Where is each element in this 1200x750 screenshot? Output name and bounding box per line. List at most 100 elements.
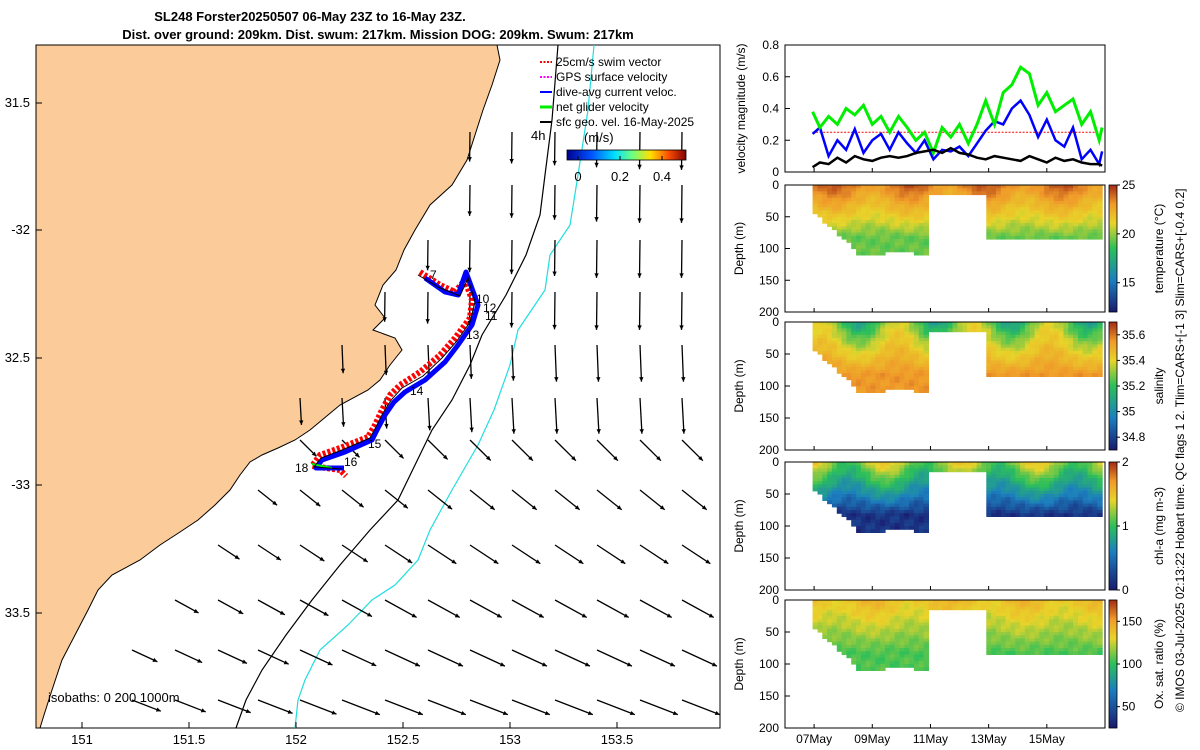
profile-cell — [894, 216, 900, 221]
profile-cell — [841, 354, 847, 358]
profile-cell — [1073, 474, 1079, 479]
profile-cell — [913, 667, 920, 671]
profile-cell — [1044, 357, 1050, 361]
profile-cell — [1029, 322, 1036, 326]
profile-cell — [1039, 622, 1045, 627]
profile-cell — [865, 660, 872, 665]
profile-cell — [1068, 513, 1074, 517]
profile-cell — [856, 341, 862, 345]
profile-cell — [986, 350, 992, 355]
profile-cell — [904, 506, 910, 511]
profile-cell — [1005, 506, 1011, 511]
profile-cell — [947, 462, 954, 466]
profile-cell — [986, 235, 992, 240]
profile-cell — [817, 619, 823, 623]
profile-cell — [846, 350, 852, 355]
profile-cell — [1049, 223, 1055, 227]
profile-cell — [1020, 200, 1026, 205]
imos-side-note: © IMOS 03-Jul-2025 02:13:22 Hobart time.… — [1173, 188, 1187, 712]
profile-cell — [986, 185, 992, 189]
profile-cell — [851, 625, 857, 630]
profile-cell — [996, 360, 1002, 365]
profile-cell — [865, 334, 872, 339]
profile-cell — [885, 191, 891, 196]
profile-cell — [923, 357, 929, 361]
profile-cell — [846, 210, 852, 215]
profile-cell — [1020, 651, 1026, 655]
profile-cell — [885, 664, 891, 668]
profile-cell — [1039, 213, 1045, 218]
profile-cell — [1005, 510, 1011, 514]
profile-cell — [996, 622, 1002, 627]
profile-cell — [817, 334, 823, 339]
profile-cell — [1063, 635, 1069, 639]
profile-cell — [865, 635, 872, 639]
current-arrow-head — [371, 661, 377, 666]
profile-cell — [1015, 223, 1021, 227]
profile-cell — [918, 625, 925, 630]
profile-cell — [856, 235, 862, 240]
profile-cell — [1034, 197, 1040, 202]
profile-cell — [1024, 622, 1031, 627]
profile-cell — [856, 360, 862, 365]
profile-cell — [1082, 328, 1089, 333]
profile-cell — [1053, 363, 1060, 368]
profile-cell — [880, 357, 886, 361]
current-arrow — [511, 397, 515, 434]
profile-cell — [1020, 360, 1026, 365]
current-arrow — [681, 699, 720, 716]
profile-cell — [996, 370, 1002, 374]
profile-cell — [885, 204, 891, 208]
profile-cell — [1000, 471, 1007, 476]
profile-cell — [870, 239, 876, 243]
profile-cell — [1039, 651, 1045, 655]
profile-cell — [1034, 232, 1040, 237]
current-arrow-head — [152, 657, 158, 662]
profile-cell — [1058, 370, 1065, 374]
profile-cell — [991, 210, 997, 215]
profile-cell — [885, 612, 891, 617]
profile-cell — [1044, 474, 1050, 479]
profile-cell — [827, 357, 833, 361]
profile-cell — [831, 503, 838, 508]
profile-cell — [942, 322, 949, 326]
profile-cell — [1044, 632, 1050, 636]
colorbar-tick: 35.6 — [1122, 328, 1146, 342]
profile-cell — [894, 191, 900, 196]
profile-cell — [1010, 600, 1016, 604]
profile-cell — [1097, 513, 1103, 517]
profile-cell — [1097, 331, 1103, 336]
profile-cell — [1005, 226, 1011, 231]
profile-cell — [822, 612, 828, 617]
profile-cell — [894, 197, 900, 202]
profile-cell — [1044, 644, 1050, 649]
profile-cell — [1092, 481, 1098, 485]
profile-cell — [1068, 344, 1074, 349]
profile-cell — [860, 468, 867, 473]
profile-cell — [923, 465, 929, 469]
profile-cell — [1053, 484, 1060, 489]
profile-cell — [865, 379, 872, 384]
profile-cell — [841, 465, 847, 469]
profile-cell — [880, 376, 886, 381]
profile-cell — [986, 625, 992, 630]
profile-cell — [1020, 635, 1026, 639]
profile-cell — [913, 325, 920, 329]
profile-cell — [952, 185, 958, 189]
profile-cell — [1053, 635, 1060, 639]
profile-cell — [899, 638, 905, 643]
profile-cell — [1092, 210, 1098, 215]
profile-cell — [1029, 344, 1036, 349]
profile-cell — [986, 226, 992, 231]
profile-cell — [894, 622, 900, 627]
profile-cell — [870, 210, 876, 215]
profile-cell — [1063, 638, 1069, 643]
profile-cell — [865, 667, 872, 671]
profile-cell — [1063, 487, 1069, 492]
profile-cell — [836, 370, 843, 374]
profile-cell — [1049, 229, 1055, 234]
profile-cell — [976, 188, 983, 192]
profile-cell — [865, 200, 872, 205]
profile-cell — [938, 188, 944, 192]
profile-cell — [1082, 487, 1089, 492]
